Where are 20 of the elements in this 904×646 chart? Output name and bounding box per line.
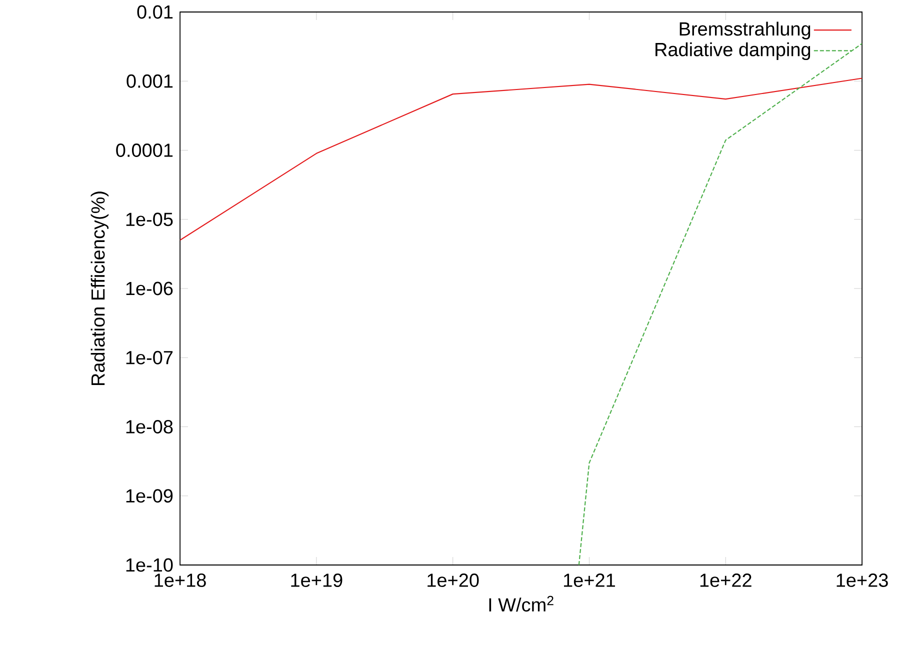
legend-label: Radiative damping [656,42,810,60]
line-series [180,78,862,241]
y-tick-label: 1e-10 [126,558,173,572]
y-tick-label: 1e-08 [126,420,173,434]
x-tick-label: 1e+21 [564,574,615,587]
y-tick-label: 1e-05 [126,212,173,226]
y-tick-label: 0.001 [126,74,173,88]
x-tick-label: 1e+20 [428,574,479,587]
x-tick-label: 1e+18 [154,574,206,587]
y-tick-label: 0.01 [137,5,173,19]
x-tick-label: 1e+22 [700,574,752,587]
y-tick-label: 1e-07 [126,350,173,364]
y-tick-label: 0.0001 [116,144,173,157]
x-axis-title: I W/cm$^{2}$ [489,596,554,612]
y-tick-label: 1e-06 [126,282,173,296]
x-tick-label: 1e+23 [836,574,888,587]
legend-label: Bremsstrahlung [680,22,810,40]
x-tick-label: 1e+19 [291,574,342,587]
y-axis-title: Radiation Efficiency(%) [90,192,109,385]
y-tick-label: 1e-09 [126,489,173,503]
